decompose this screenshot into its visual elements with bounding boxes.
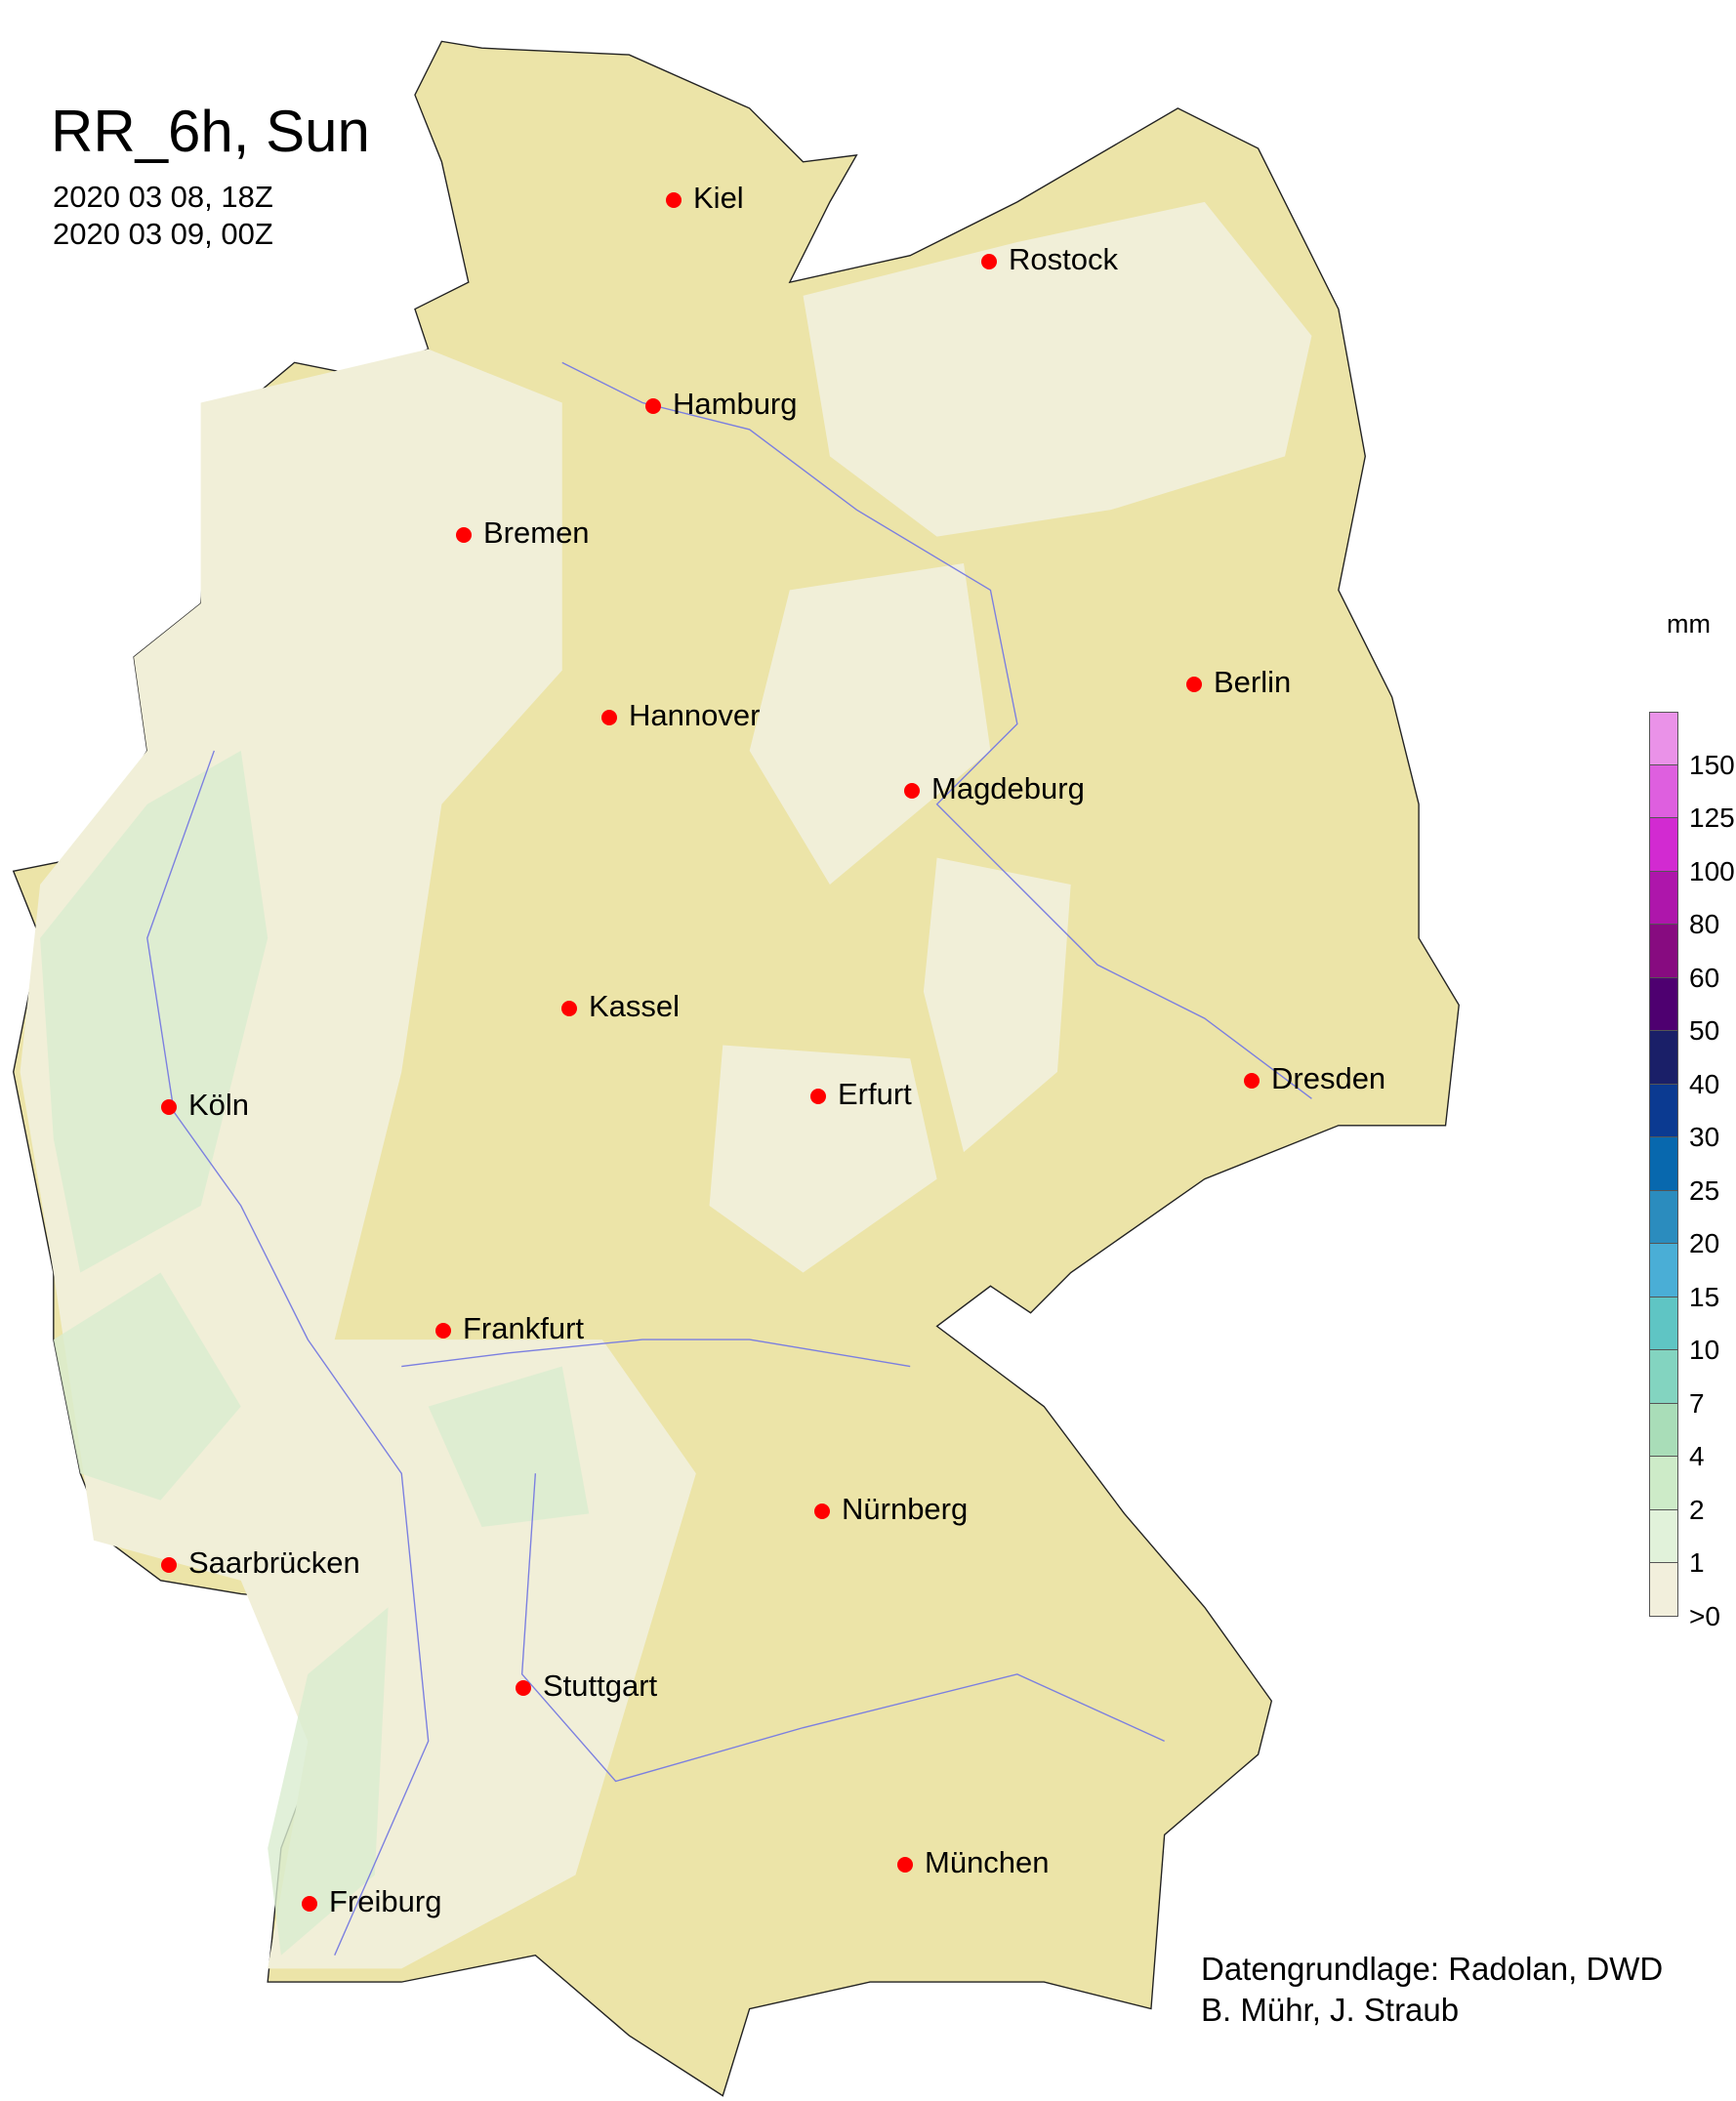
legend-swatch [1649,1031,1678,1085]
legend-swatch [1649,871,1678,925]
light-rain-area-east [709,201,1312,1273]
city-marker-icon [1244,1072,1260,1089]
city-marker-icon [810,1088,826,1104]
city-hamburg: Hamburg [645,387,798,422]
legend-swatch [1649,1190,1678,1244]
legend-swatch [1649,1297,1678,1350]
light-rain-area-west [20,349,696,1969]
legend-label: >0 [1689,1600,1720,1631]
city-marker-icon [981,253,997,269]
city-koeln: Köln [161,1088,249,1123]
city-marker-icon [516,1679,531,1696]
legend-swatch [1649,1457,1678,1510]
city-marker-icon [897,1856,913,1873]
city-marker-icon [645,397,661,414]
city-marker-icon [435,1322,451,1339]
city-stuttgart: Stuttgart [516,1668,657,1704]
legend-swatch [1649,818,1678,872]
city-hannover: Hannover [601,698,760,733]
legend-unit: mm [1667,609,1711,639]
city-marker-icon [161,1556,177,1573]
city-marker-icon [456,526,472,543]
city-marker-icon [904,782,920,799]
legend-label: 25 [1689,1174,1720,1206]
legend-label: 60 [1689,962,1720,993]
city-marker-icon [601,709,617,725]
legend-swatch [1649,977,1678,1031]
legend-label: 15 [1689,1281,1720,1312]
legend-swatch [1649,764,1678,818]
period-end: 2020 03 09, 00Z [53,217,273,251]
rain-area-west [40,750,590,1956]
period-start: 2020 03 08, 18Z [53,180,273,214]
legend-swatch [1649,712,1678,765]
city-rostock: Rostock [981,242,1118,277]
city-freiburg: Freiburg [302,1884,441,1919]
city-muenchen: München [897,1845,1050,1880]
rivers [146,361,1312,1956]
legend-label: 20 [1689,1228,1720,1258]
legend-label: 4 [1689,1441,1705,1471]
city-bremen: Bremen [456,515,590,551]
city-marker-icon [1186,676,1202,692]
legend-swatch [1649,1137,1678,1191]
legend-label: 40 [1689,1068,1720,1099]
city-saarbruecken: Saarbrücken [161,1545,360,1581]
legend-label: 150 [1689,749,1735,780]
legend-label: 2 [1689,1494,1705,1525]
city-marker-icon [302,1895,317,1912]
legend-swatch [1649,1509,1678,1563]
legend-label: 80 [1689,909,1720,939]
city-frankfurt: Frankfurt [435,1311,584,1346]
city-marker-icon [161,1098,177,1115]
legend-label: 7 [1689,1387,1705,1419]
legend-label: 100 [1689,855,1735,886]
city-magdeburg: Magdeburg [904,771,1085,806]
legend-swatch [1649,1084,1678,1137]
legend-swatch [1649,925,1678,978]
color-legend [1649,712,1678,1617]
legend-swatch [1649,1244,1678,1298]
credit-authors: B. Mühr, J. Straub [1201,1992,1460,2028]
legend-swatch [1649,1403,1678,1457]
legend-swatch [1649,1350,1678,1404]
city-berlin: Berlin [1186,665,1291,700]
legend-label: 1 [1689,1547,1705,1578]
legend-label: 10 [1689,1335,1720,1365]
legend-label: 125 [1689,803,1735,833]
legend-label: 50 [1689,1015,1720,1046]
map-title: RR_6h, Sun [51,99,370,164]
city-nuernberg: Nürnberg [814,1492,968,1527]
city-marker-icon [814,1503,830,1519]
legend-label: 30 [1689,1122,1720,1152]
legend-swatch [1649,1563,1678,1617]
city-erfurt: Erfurt [810,1077,912,1112]
city-kiel: Kiel [666,181,744,216]
city-marker-icon [561,1000,577,1016]
credit-data-source: Datengrundlage: Radolan, DWD [1201,1951,1664,1987]
city-dresden: Dresden [1244,1061,1385,1096]
city-marker-icon [666,191,682,208]
city-kassel: Kassel [561,989,680,1024]
